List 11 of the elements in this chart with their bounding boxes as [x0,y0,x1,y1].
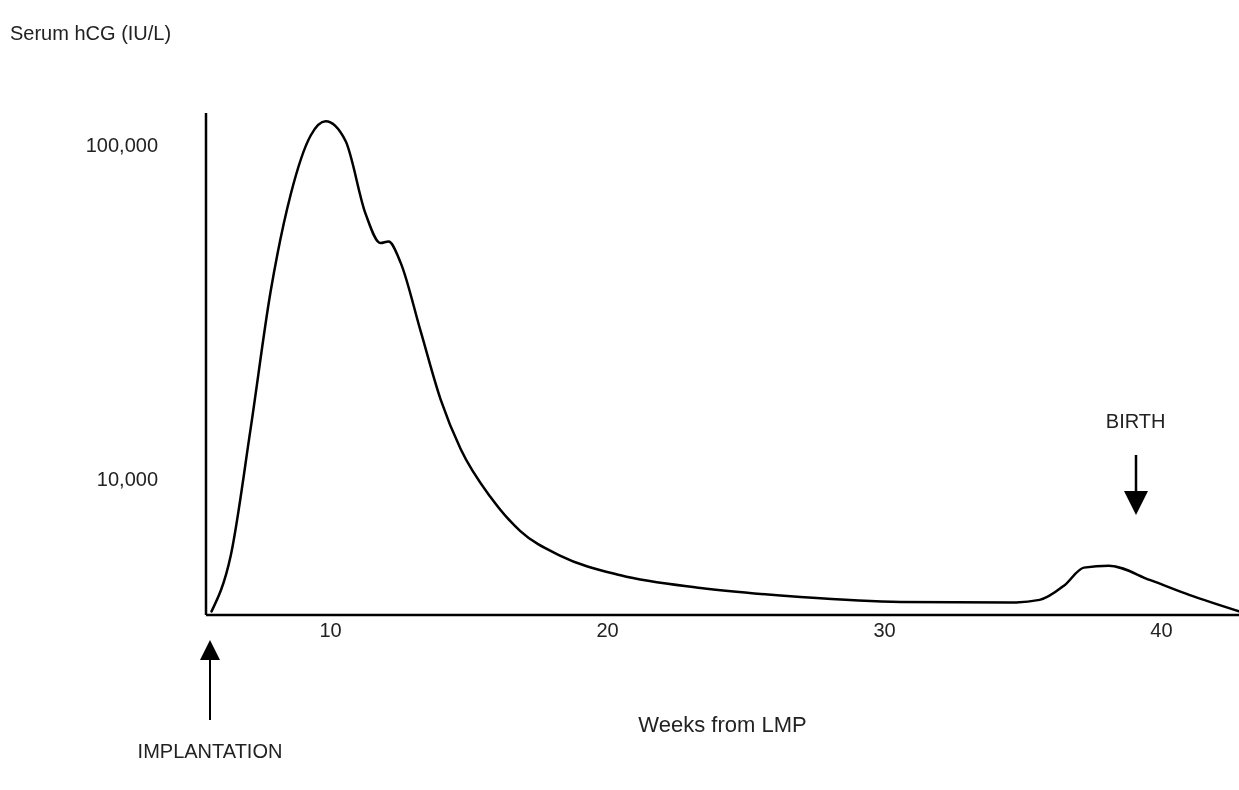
y-axis-title: Serum hCG (IU/L) [10,22,172,45]
y-tick-label: 100,000 [85,134,158,157]
x-tick-label: 10 [319,619,342,642]
line-series [210,120,1239,613]
x-axis-title: Weeks from LMP [637,712,808,738]
x-tick-label: 40 [1150,619,1173,642]
text: IMPLANTATION [136,740,284,763]
x-tick-label: 20 [596,619,619,642]
x-tick-label: 30 [873,619,896,642]
annotation: BIRTH [1104,410,1167,433]
y-tick-label: 10,000 [96,467,158,490]
